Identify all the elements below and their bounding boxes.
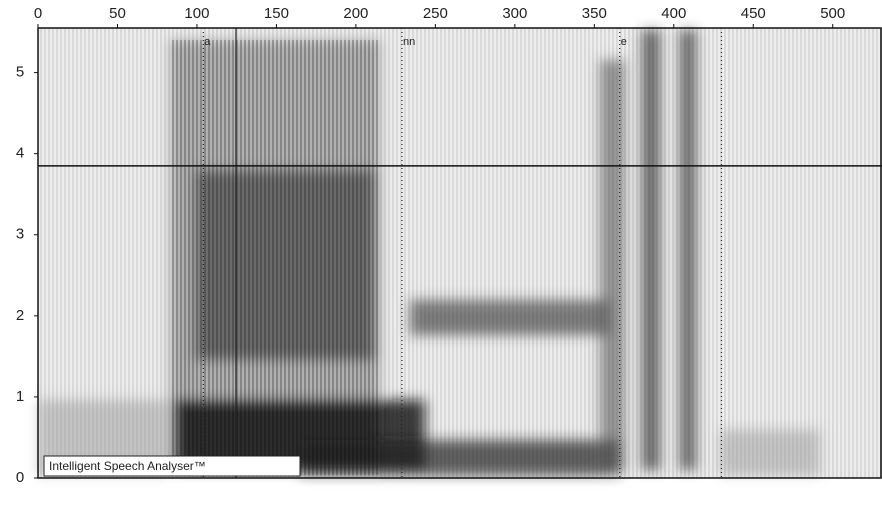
watermark-box [43, 455, 301, 477]
segment-label: nn [403, 36, 415, 48]
plot-frame [37, 27, 882, 479]
x-tick-label: 200 [343, 5, 368, 22]
x-tick-label: 50 [109, 5, 126, 22]
spectrogram-texture [38, 28, 882, 478]
segment-label: a [204, 36, 211, 48]
y-tick-label: 5 [16, 64, 24, 81]
y-tick-label: 1 [16, 388, 24, 405]
x-tick-label: 250 [423, 5, 448, 22]
segment-label: e [621, 36, 627, 48]
y-tick-label: 0 [16, 469, 24, 486]
x-tick-label: 300 [502, 5, 527, 22]
x-tick-label: 450 [741, 5, 766, 22]
y-tick-label: 2 [16, 307, 24, 324]
x-tick-label: 0 [34, 5, 42, 22]
y-tick-label: 3 [16, 226, 24, 243]
y-tick-label: 4 [16, 145, 24, 162]
x-tick-label: 500 [820, 5, 845, 22]
x-tick-label: 100 [184, 5, 209, 22]
x-tick-label: 350 [582, 5, 607, 22]
x-tick-label: 400 [661, 5, 686, 22]
watermark: Intelligent Speech Analyser™ [49, 459, 206, 473]
x-tick-label: 150 [264, 5, 289, 22]
